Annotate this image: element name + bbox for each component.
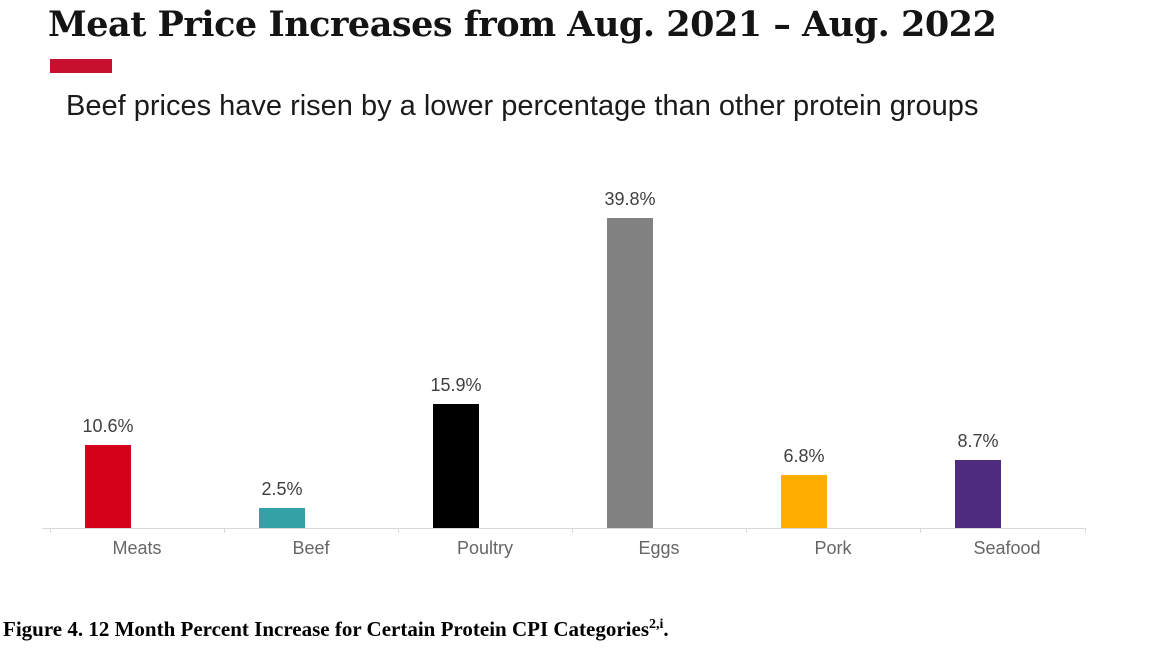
x-axis-line [42, 528, 1085, 529]
figure-caption-period: . [663, 617, 669, 641]
bar-value-label: 6.8% [783, 446, 825, 466]
x-axis-tick [572, 528, 573, 533]
bar-pork [781, 475, 827, 528]
figure-caption: Figure 4. 12 Month Percent Increase for … [3, 617, 669, 642]
bar-value-label: 15.9% [430, 375, 482, 395]
bar-eggs [607, 218, 653, 528]
category-label-poultry: Poultry [456, 538, 514, 558]
bar-value-label: 8.7% [957, 431, 999, 451]
chart-subtitle: Beef prices have risen by a lower percen… [66, 90, 979, 122]
category-label-seafood: Seafood [973, 538, 1041, 558]
x-axis-tick [224, 528, 225, 533]
category-label-pork: Pork [814, 538, 852, 558]
x-axis-tick [50, 528, 51, 533]
bar-meats [85, 445, 131, 528]
category-label-eggs: Eggs [638, 538, 680, 558]
bar-chart: 10.6% Meats 2.5% Beef 15.9% Poultry 39.8% Eggs 6… [42, 189, 1086, 558]
category-label-beef: Beef [292, 538, 330, 558]
bar-seafood [955, 460, 1001, 528]
figure-caption-superscript: 2,i [649, 617, 664, 632]
title-accent-bar [50, 59, 112, 73]
x-axis-tick [920, 528, 921, 533]
bar-value-label: 39.8% [604, 189, 656, 209]
x-axis-tick [746, 528, 747, 533]
figure-caption-text: Figure 4. 12 Month Percent Increase for … [3, 617, 649, 641]
bar-beef [259, 508, 305, 528]
x-axis-tick [1085, 528, 1086, 533]
bar-value-label: 2.5% [261, 479, 303, 499]
category-label-meats: Meats [112, 538, 162, 558]
x-axis-tick [398, 528, 399, 533]
bar-value-label: 10.6% [82, 416, 134, 436]
bar-poultry [433, 404, 479, 528]
chart-title: Meat Price Increases from Aug. 2021 – Au… [48, 4, 997, 45]
